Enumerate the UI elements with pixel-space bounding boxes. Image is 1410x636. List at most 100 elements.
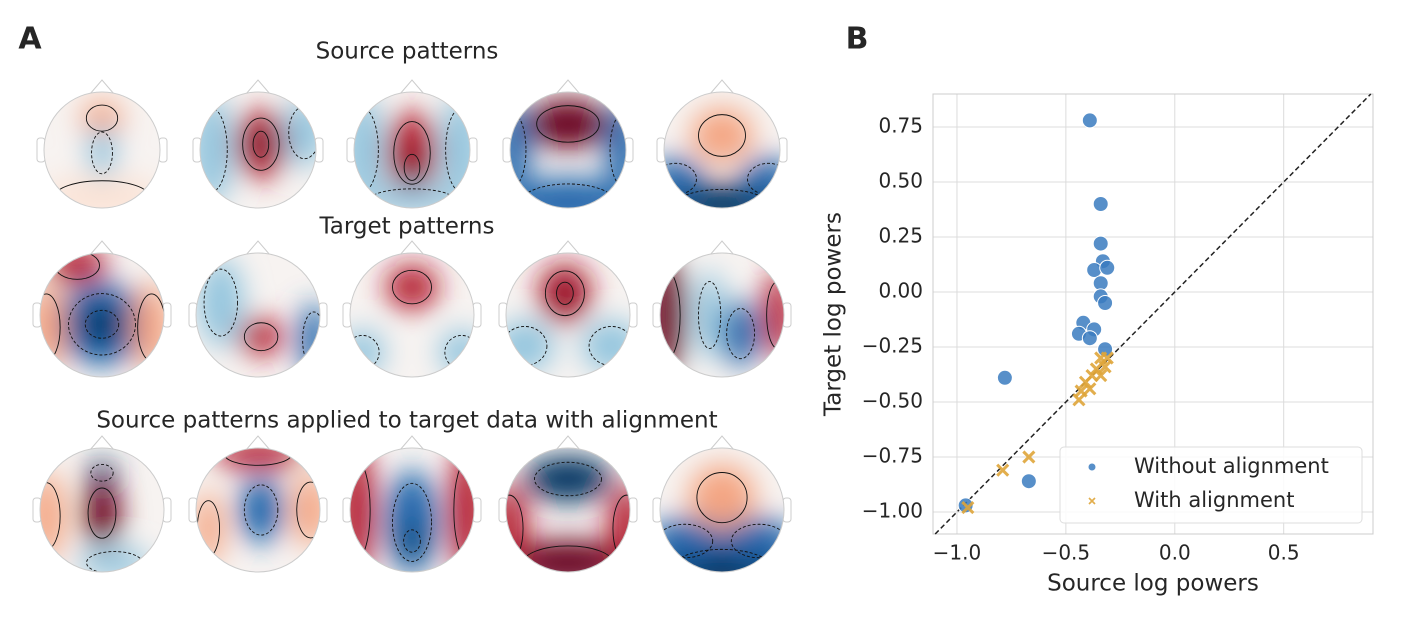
y-tick-label: 0.75: [878, 114, 923, 138]
y-tick-label: 0.00: [878, 279, 923, 303]
head-outline: [505, 447, 631, 573]
topomap-field: [506, 253, 630, 377]
point: [1092, 196, 1109, 212]
topomap: [342, 240, 482, 378]
y-tick-label: 0.50: [878, 169, 923, 193]
point: [1072, 393, 1086, 407]
blob: [40, 471, 65, 561]
blob: [508, 540, 628, 572]
blob: [506, 319, 555, 373]
identity-line: [934, 93, 1372, 535]
field-blobs: [510, 99, 626, 208]
contour: [91, 131, 113, 175]
topomap-field: [506, 448, 630, 572]
topomap: [32, 240, 172, 378]
contour: [730, 523, 784, 559]
contour: [726, 308, 755, 360]
blob: [553, 278, 577, 309]
x-axis-label: Source log powers: [1047, 571, 1259, 597]
field-blobs: [354, 94, 470, 208]
topomap-field: [660, 448, 784, 572]
head-outline: [659, 252, 785, 378]
blob: [400, 526, 424, 556]
blob: [238, 318, 284, 356]
nose: [89, 435, 115, 451]
topomap-field: [40, 448, 164, 572]
point: [1092, 235, 1109, 252]
contour: [534, 461, 602, 497]
blob: [196, 491, 224, 566]
topomap-field: [354, 92, 470, 208]
contour: [403, 153, 421, 181]
contour: [242, 117, 280, 171]
point: [961, 501, 975, 515]
x-tick-label: −1.0: [933, 541, 982, 565]
panel-label: A: [18, 22, 42, 57]
topomap-field: [510, 92, 626, 208]
blob: [81, 100, 123, 136]
field-blobs: [664, 107, 780, 208]
head-outline: [659, 447, 785, 573]
row-title: Target patterns: [319, 214, 495, 240]
blob: [47, 253, 107, 284]
blob: [79, 305, 125, 343]
nose: [245, 240, 271, 256]
y-tick-label: −0.75: [862, 444, 923, 468]
head-outline: [349, 447, 475, 573]
blob: [440, 94, 470, 206]
blob: [40, 282, 65, 373]
scatter-plot: −1.0 −0.5 0.0 0.5 −1.00 −0.75 −0.50 −0.25 0.00 0.…: [821, 93, 1374, 597]
nose: [555, 79, 581, 95]
nose: [709, 435, 735, 451]
topomap: [188, 435, 328, 573]
plot-frame: [932, 93, 1374, 535]
topomap: [346, 79, 478, 209]
nose: [245, 79, 271, 95]
point: [1094, 369, 1108, 383]
legend: Without alignment With alignment: [1059, 446, 1363, 524]
legend-label: With alignment: [1134, 488, 1294, 512]
contour: [697, 281, 722, 349]
blob: [44, 175, 160, 208]
contour: [392, 269, 432, 305]
topomaps: [32, 79, 792, 573]
blob: [200, 94, 233, 206]
contour: [296, 481, 320, 539]
contour: [698, 114, 746, 157]
topomap-field: [196, 448, 320, 572]
point: [1098, 360, 1112, 374]
blob: [77, 547, 152, 572]
nose: [245, 435, 271, 451]
contour: [288, 106, 316, 160]
topomap: [36, 79, 168, 209]
contour: [696, 472, 748, 524]
blob: [133, 282, 164, 373]
blob: [762, 270, 784, 360]
blob: [664, 158, 704, 200]
topomap: [652, 240, 792, 378]
contour: [68, 293, 136, 356]
contour: [664, 162, 697, 196]
x-tick-label: 0.5: [1268, 541, 1300, 565]
head-outline: [195, 252, 321, 378]
y-axis-label: Target log powers: [821, 212, 847, 417]
topomap-field: [660, 253, 784, 377]
blob: [401, 150, 423, 185]
point: [1081, 112, 1098, 129]
blob: [283, 97, 316, 168]
blob: [740, 158, 780, 200]
legend-label: Without alignment: [1134, 454, 1329, 478]
blob: [605, 101, 626, 199]
blob: [660, 255, 685, 375]
blob: [83, 479, 121, 547]
blob: [88, 125, 116, 181]
blob: [198, 257, 244, 348]
point: [1097, 295, 1114, 311]
topomap-field: [664, 92, 780, 208]
contour: [87, 487, 117, 539]
head-outline: [43, 91, 161, 209]
contour: [392, 482, 432, 562]
topomap: [342, 435, 482, 573]
head-outline: [505, 252, 631, 378]
